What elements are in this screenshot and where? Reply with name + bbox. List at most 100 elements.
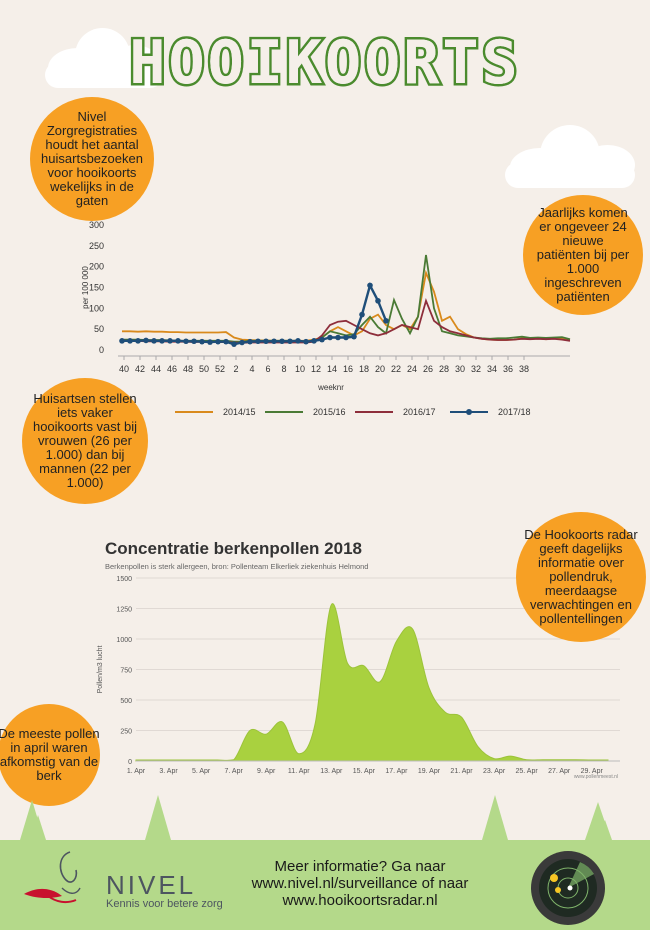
more-info-text: Meer informatie? Ga naar www.nivel.nl/su… [230, 858, 490, 909]
bubble-line: geeft dagelijks [539, 541, 623, 556]
data-point [159, 338, 165, 344]
legend-marker [466, 409, 472, 415]
bubble-line: er ongeveer 24 [539, 219, 627, 234]
data-point [383, 318, 389, 324]
bubble-line: Jaarlijks komen [538, 205, 628, 220]
bubble-line: Nivel [77, 109, 107, 124]
x-tick-label: 50 [199, 364, 209, 374]
legend-label: 2014/15 [223, 407, 256, 417]
x-tick-label: 2 [233, 364, 238, 374]
data-point [359, 311, 365, 318]
data-point [199, 338, 205, 345]
chart-credit: www.pollenmeest.nl [574, 774, 618, 780]
x-tick-label: 3. Apr [159, 768, 178, 775]
data-point [367, 282, 373, 289]
bubble-line: huisartsbezoeken [41, 151, 143, 166]
x-tick-label: 21. Apr [450, 768, 473, 775]
y-tick-label: 1500 [116, 576, 132, 583]
pollen-area [135, 603, 609, 762]
x-tick-label: 52 [215, 364, 225, 374]
data-point [167, 338, 173, 344]
bubble-line: iets vaker [57, 405, 113, 420]
nivel-tagline: Kennis voor betere zorg [106, 898, 223, 910]
x-tick-label: 27. Apr [548, 768, 571, 775]
bubble-line: voor hooikoorts [47, 165, 137, 180]
bubble-line: nieuwe [562, 233, 604, 248]
x-tick-label: 1. Apr [127, 768, 146, 775]
chart-subtitle: Berkenpollen is sterk allergeen, bron: P… [105, 562, 368, 571]
x-tick-label: 15. Apr [353, 768, 376, 775]
series-line-2014/15 [122, 269, 571, 342]
nivel-url[interactable]: www.nivel.nl/surveillance of naar [251, 875, 469, 892]
x-tick-label: 16 [343, 364, 353, 374]
x-tick-label: 20 [375, 364, 385, 374]
x-tick-label: 38 [519, 364, 529, 374]
nivel-logo-icon [24, 851, 81, 904]
trees-decoration [20, 795, 612, 844]
bubble-line: Zorgregistraties [46, 123, 138, 138]
data-point [375, 298, 381, 304]
x-axis-label: weeknr [317, 383, 344, 392]
gender-bubble: Huisartsen stellen iets vaker hooikoorts v… [22, 378, 148, 504]
data-point [119, 338, 125, 344]
y-axis-label: per 100 000 [81, 266, 90, 309]
data-point [311, 338, 317, 344]
y-tick-label: 150 [89, 283, 104, 293]
bubble-line: De meeste pollen [0, 726, 100, 741]
x-tick-label: 48 [183, 364, 193, 374]
x-tick-label: 34 [487, 364, 497, 374]
april-pollen-bubble: De meeste pollen in april waren afkomstig … [0, 704, 100, 806]
data-point [183, 338, 189, 345]
x-tick-label: 36 [503, 364, 513, 374]
legend-label: 2016/17 [403, 407, 436, 417]
bubble-line: patiënten bij per [536, 247, 630, 262]
x-tick-label: 46 [167, 364, 177, 374]
y-tick-label: 50 [94, 324, 104, 334]
x-tick-label: 14 [327, 364, 337, 374]
radar-icon [531, 851, 605, 925]
series-line-2015/16 [122, 254, 571, 343]
x-tick-label: 25. Apr [516, 768, 539, 775]
page-title: HOOIKOORTS [127, 26, 521, 101]
bubble-line: 1.000) [66, 475, 104, 490]
data-point [263, 338, 269, 345]
data-point [327, 334, 333, 341]
data-point [239, 339, 245, 346]
data-point [127, 338, 133, 344]
y-tick-label: 750 [120, 668, 132, 675]
data-point [175, 338, 181, 344]
bubble-line: houdt het aantal [45, 137, 139, 152]
x-tick-label: 4 [249, 364, 254, 374]
y-tick-label: 0 [128, 759, 132, 766]
bubble-line: wekelijks in de [50, 179, 134, 194]
bubble-line: afkomstig van de [0, 754, 99, 769]
x-tick-label: 12 [311, 364, 321, 374]
data-point [295, 338, 301, 344]
data-point [143, 337, 149, 344]
y-tick-label: 250 [120, 729, 132, 736]
series-line-2017/18 [122, 282, 388, 346]
bubble-line: gaten [75, 193, 109, 208]
y-tick-label: 100 [89, 303, 104, 313]
x-tick-label: 28 [439, 364, 449, 374]
bubble-line: Huisartsen stellen [33, 391, 137, 406]
data-point [223, 338, 229, 345]
legend-label: 2017/18 [498, 407, 531, 417]
bubble-line: berk [36, 768, 62, 783]
data-point [303, 338, 309, 345]
y-tick-label: 250 [89, 241, 104, 251]
bubble-line: 1.000) dan bij [45, 447, 125, 462]
bubble-line: pollendruk, [549, 569, 613, 584]
x-tick-label: 7. Apr [225, 768, 244, 775]
radar-url[interactable]: www.hooikoortsradar.nl [282, 892, 438, 909]
data-point [343, 334, 349, 341]
x-tick-label: 24 [407, 364, 417, 374]
legend-label: 2015/16 [313, 407, 346, 417]
bubble-line: De Hookoorts radar [524, 527, 638, 542]
data-point [319, 336, 325, 343]
x-tick-label: 44 [151, 364, 161, 374]
y-tick-label: 500 [120, 698, 132, 705]
y-tick-label: 300 [89, 220, 104, 230]
radar-info-bubble: De Hookoorts radar geeft dagelijks informa… [516, 512, 646, 642]
